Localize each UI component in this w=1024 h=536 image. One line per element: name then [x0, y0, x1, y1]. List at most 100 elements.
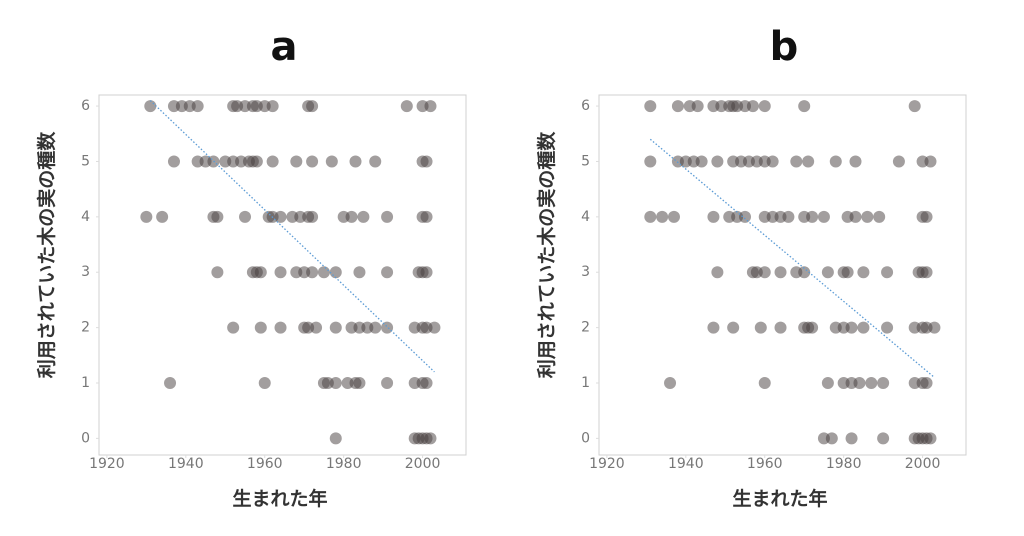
point: [428, 321, 441, 334]
x-tick-label: 1940: [668, 456, 704, 472]
point: [211, 266, 224, 279]
point: [274, 266, 287, 279]
point: [774, 266, 787, 279]
point: [274, 210, 287, 223]
point: [857, 321, 870, 334]
point: [266, 100, 279, 113]
point: [806, 321, 819, 334]
point: [420, 210, 433, 223]
point: [892, 155, 905, 168]
point: [211, 210, 224, 223]
point: [928, 321, 941, 334]
point: [924, 155, 937, 168]
x-tick-label: 2000: [905, 456, 941, 472]
y-tick-label: 2: [81, 320, 90, 336]
point: [306, 100, 319, 113]
x-tick-label: 1940: [168, 456, 204, 472]
point: [310, 321, 323, 334]
y-tick-label: 4: [81, 209, 90, 225]
point: [644, 100, 657, 113]
point: [908, 100, 921, 113]
point: [924, 432, 937, 445]
point: [845, 432, 858, 445]
point: [774, 321, 787, 334]
x-tick-label: 1960: [747, 456, 783, 472]
point: [144, 100, 157, 113]
point: [758, 377, 771, 389]
y-tick-label: 1: [81, 375, 90, 391]
point: [873, 210, 886, 223]
point: [306, 155, 319, 168]
point: [156, 210, 169, 223]
y-tick-label: 5: [81, 153, 90, 169]
point: [306, 266, 319, 279]
point: [167, 155, 180, 168]
y-tick-label: 3: [81, 264, 90, 280]
point: [381, 266, 394, 279]
point: [420, 266, 433, 279]
point: [420, 155, 433, 168]
point: [754, 321, 767, 334]
point: [306, 210, 319, 223]
y-tick-label: 6: [81, 98, 90, 114]
point: [821, 266, 834, 279]
point: [250, 155, 263, 168]
x-tick-label: 1960: [247, 456, 283, 472]
point: [191, 100, 204, 113]
x-tick-label: 1920: [89, 456, 125, 472]
point: [400, 100, 413, 113]
y-tick-label: 4: [581, 209, 590, 225]
y-tick-label: 2: [581, 320, 590, 336]
y-tick-label: 0: [81, 430, 90, 446]
point: [802, 155, 815, 168]
point: [644, 210, 657, 223]
panel-title: a: [271, 24, 298, 70]
plot-frame: [98, 94, 467, 456]
point: [266, 155, 279, 168]
point: [164, 377, 177, 389]
point: [865, 377, 878, 389]
point: [758, 266, 771, 279]
x-tick-label: 2000: [405, 456, 441, 472]
point: [317, 266, 330, 279]
point: [329, 321, 342, 334]
point: [239, 210, 252, 223]
point: [695, 155, 708, 168]
x-tick-label: 1980: [826, 456, 862, 472]
point: [424, 432, 437, 445]
point: [381, 377, 394, 389]
point: [691, 100, 704, 113]
point: [711, 155, 724, 168]
point: [817, 210, 830, 223]
point: [746, 100, 759, 113]
point: [853, 377, 866, 389]
point: [727, 321, 740, 334]
point: [325, 155, 338, 168]
point: [920, 210, 933, 223]
point: [345, 210, 358, 223]
point: [357, 210, 370, 223]
point: [881, 266, 894, 279]
panel-title: b: [770, 24, 799, 70]
panel: b 0 1 2 3 4 5 6 1920 1940 1960 1980 2000 生まれた年 利用されていた…: [535, 24, 967, 510]
point: [877, 432, 890, 445]
point: [290, 155, 303, 168]
point: [790, 155, 803, 168]
point: [758, 100, 771, 113]
point: [369, 321, 382, 334]
point: [739, 210, 752, 223]
point: [920, 266, 933, 279]
point: [877, 377, 890, 389]
point: [671, 100, 684, 113]
point: [841, 266, 854, 279]
point: [829, 155, 842, 168]
point: [845, 321, 858, 334]
point: [254, 266, 267, 279]
y-tick-label: 0: [581, 430, 590, 446]
point: [667, 210, 680, 223]
point: [920, 377, 933, 389]
x-tick-label: 1920: [589, 456, 625, 472]
point: [798, 100, 811, 113]
point: [766, 155, 779, 168]
